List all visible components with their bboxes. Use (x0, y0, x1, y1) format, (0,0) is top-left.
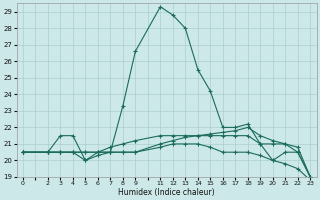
X-axis label: Humidex (Indice chaleur): Humidex (Indice chaleur) (118, 188, 215, 197)
